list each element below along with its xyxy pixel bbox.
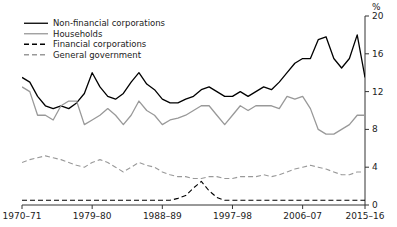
y-tick [365,53,369,54]
x-tick-label: 1997–98 [213,211,252,221]
y-tick [365,205,369,206]
x-tick-label: 2006–07 [283,211,322,221]
x-tick-label: 1979–80 [73,211,112,221]
x-tick-label: 1970–71 [3,211,42,221]
chart: 1970–71 1979–80 1988–89 1997–98 2006–07 2015–… [0,0,397,227]
legend-label: Non-financial corporations [53,18,166,28]
x-tick [22,205,23,209]
legend-label: Households [53,29,103,39]
series-line [22,156,365,179]
y-tick-label: 16 [372,49,384,59]
legend-label: Financial corporations [53,39,147,49]
x-tick [232,205,233,209]
y-tick [365,91,369,92]
x-tick-label: 1988–89 [143,211,182,221]
y-tick [365,167,369,168]
legend: Non-financial corporationsHouseholdsFina… [24,18,166,60]
y-tick [365,129,369,130]
y-tick-label: 4 [372,162,378,172]
y-axis-label: % [372,2,381,12]
legend-swatch [24,44,48,45]
legend-swatch [24,23,48,24]
series-line [22,35,365,109]
plot-area [22,35,365,200]
y-axis-line [365,16,366,205]
series-line [22,87,365,134]
x-axis-line [22,205,365,206]
x-tick [302,205,303,209]
x-tick-label: 2015–16 [346,211,385,221]
y-tick-label: 12 [372,87,383,97]
series-line [22,181,365,200]
y-tick-label: 0 [372,200,378,210]
legend-swatch [24,54,48,55]
x-tick [365,205,366,209]
y-tick [365,16,369,17]
y-tick-label: 20 [372,11,384,21]
x-tick [92,205,93,209]
legend-label: General government [53,50,142,60]
legend-swatch [24,33,48,34]
x-tick [162,205,163,209]
y-tick-label: 8 [372,124,378,134]
